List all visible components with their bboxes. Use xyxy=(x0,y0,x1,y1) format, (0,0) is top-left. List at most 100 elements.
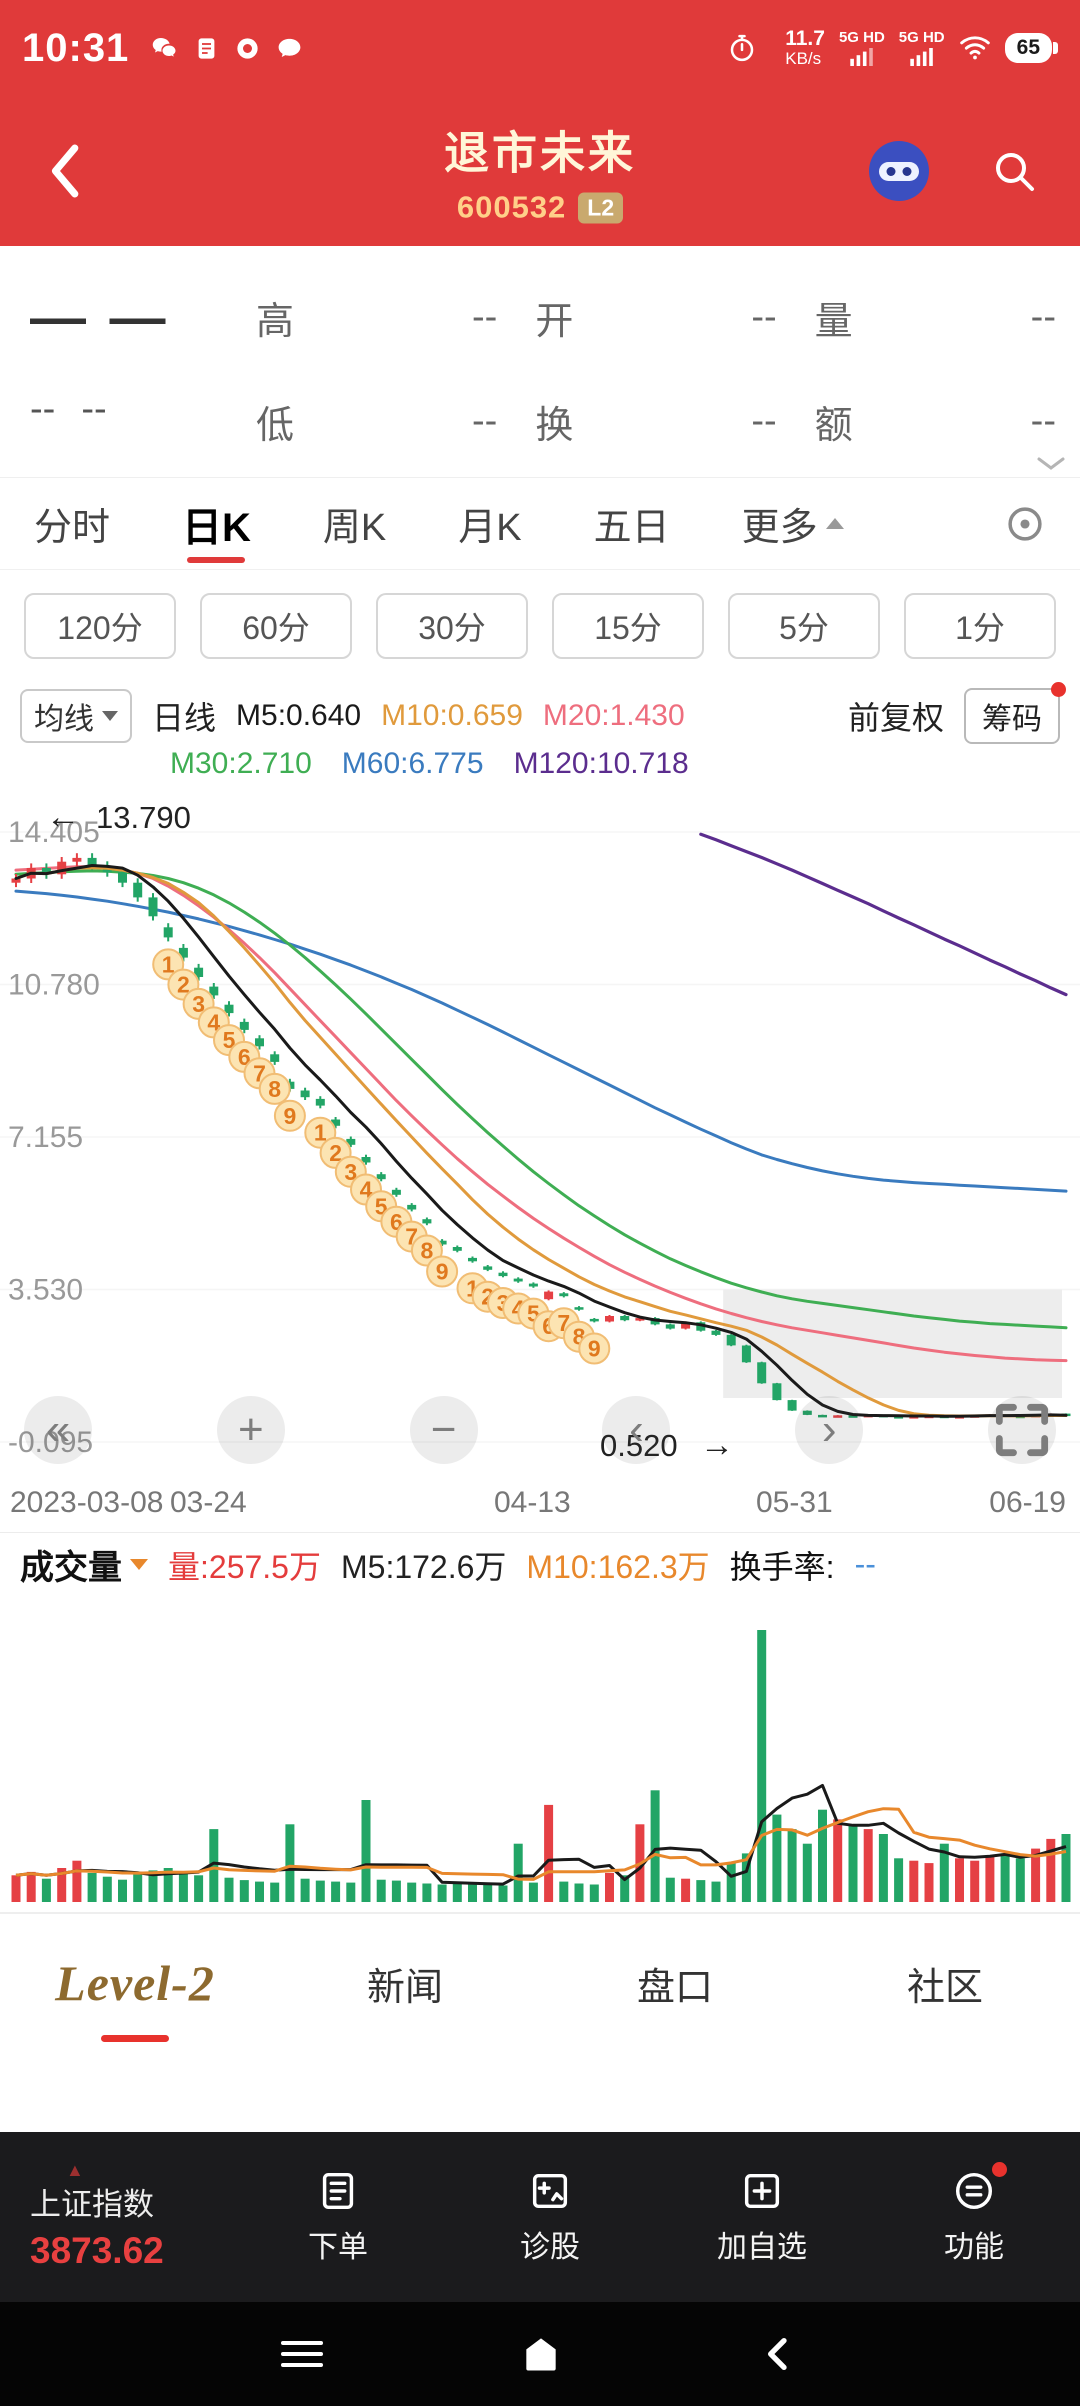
collapse-panel-icon[interactable] xyxy=(1036,457,1066,471)
back-icon[interactable] xyxy=(44,141,88,201)
svg-text:3: 3 xyxy=(344,1159,357,1185)
wifi-icon xyxy=(959,34,991,61)
svg-text:9: 9 xyxy=(436,1259,449,1285)
volume-indicator-selector[interactable]: 成交量 xyxy=(20,1540,148,1589)
chevron-up-icon xyxy=(825,518,844,529)
tab-15min[interactable]: 15分 xyxy=(552,593,704,659)
add-watchlist-button[interactable]: 加自选 xyxy=(656,2168,868,2266)
tab-1min[interactable]: 1分 xyxy=(904,593,1056,659)
tab-5min[interactable]: 5分 xyxy=(728,593,880,659)
svg-text:8: 8 xyxy=(421,1238,434,1264)
svg-text:9: 9 xyxy=(588,1336,601,1362)
wechat-icon xyxy=(149,33,179,63)
ma10-value: M10:0.659 xyxy=(381,699,523,732)
svg-text:10.780: 10.780 xyxy=(8,969,100,1002)
status-bar: 10:31 11.7 KB/s 5G HD 5G HD xyxy=(0,0,1080,96)
chip-distribution-button[interactable]: 筹码 xyxy=(964,682,1066,744)
index-quote-button[interactable]: ▲ 上证指数 3873.62 xyxy=(0,2159,232,2272)
pan-left-button[interactable]: ‹ xyxy=(602,1396,671,1464)
turnover-value: -- xyxy=(854,1546,876,1582)
chart-controls: « + − ‹ › xyxy=(0,1396,1080,1464)
ma30-value: M30:2.710 xyxy=(170,747,312,780)
tab-realtime[interactable]: 分时 xyxy=(34,507,111,549)
ma20-value: M20:1.430 xyxy=(542,699,685,732)
quote-field-turnover: 换 -- xyxy=(535,399,777,447)
functions-menu-icon xyxy=(951,2162,1007,2214)
tab-more[interactable]: 更多 xyxy=(742,478,844,569)
tab-30min[interactable]: 30分 xyxy=(376,593,528,659)
kline-canvas[interactable]: 12345678912345678912345678914.40510.7807… xyxy=(0,790,1080,1480)
volume-header: 成交量 量:257.5万 M5:172.6万 M10:162.3万 换手率: -… xyxy=(0,1532,1080,1596)
sim1-signal: 5G HD xyxy=(839,30,885,66)
svg-text:1: 1 xyxy=(162,951,175,977)
minute-period-bar: 120分 60分 30分 15分 5分 1分 xyxy=(0,570,1080,682)
content-tab-bar: Level-2 新闻 盘口 社区 xyxy=(0,1912,1080,2052)
quote-field-volume: 量 -- xyxy=(814,295,1056,343)
tab-120min[interactable]: 120分 xyxy=(24,593,176,659)
nav-bar: 退市未来 600532 L2 xyxy=(0,96,1080,246)
tab-community[interactable]: 社区 xyxy=(906,1966,983,2009)
tab-order-book[interactable]: 盘口 xyxy=(636,1966,713,2009)
chart-settings-icon[interactable] xyxy=(1004,503,1046,545)
stock-header: 退市未来 600532 L2 xyxy=(444,117,636,226)
notes-icon xyxy=(193,35,220,62)
tab-weekly-k[interactable]: 周K xyxy=(322,507,387,549)
diagnose-stock-button[interactable]: 诊股 xyxy=(444,2168,656,2266)
menu-icon[interactable] xyxy=(281,2338,323,2370)
back-nav-icon[interactable] xyxy=(759,2334,799,2374)
kline-chart[interactable]: 12345678912345678912345678914.40510.7807… xyxy=(0,790,1080,1480)
pan-right-button[interactable]: › xyxy=(795,1396,864,1464)
tab-news[interactable]: 新闻 xyxy=(366,1966,443,2009)
tab-level2[interactable]: Level-2 xyxy=(0,1914,270,2052)
volume-chart[interactable] xyxy=(0,1596,1080,1912)
battery-indicator: 65 xyxy=(1004,32,1052,63)
zoom-in-button[interactable]: + xyxy=(216,1396,285,1464)
rewind-button[interactable]: « xyxy=(24,1396,92,1464)
quote-panel: — — -- -- 高 -- 开 -- 量 -- 低 -- 换 -- 额 -- xyxy=(0,246,1080,478)
ma120-value: M120:10.718 xyxy=(513,747,689,780)
tab-60min[interactable]: 60分 xyxy=(200,593,352,659)
period-tab-bar: 分时 日K 周K 月K 五日 更多 xyxy=(0,478,1080,570)
active-tab-underline xyxy=(187,557,246,563)
ma-legend: 均线 日线 M5:0.640 M10:0.659 M20:1.430 前复权 筹… xyxy=(0,682,1080,790)
place-order-button[interactable]: 下单 xyxy=(232,2168,444,2266)
index-name: 上证指数 xyxy=(30,2186,154,2222)
fullscreen-icon[interactable] xyxy=(987,1396,1056,1464)
quote-field-open: 开 -- xyxy=(535,295,777,343)
functions-button[interactable]: 功能 xyxy=(868,2162,1080,2266)
ma60-value: M60:6.775 xyxy=(341,747,484,780)
home-icon[interactable] xyxy=(519,2332,563,2376)
ma-selector-button[interactable]: 均线 xyxy=(20,689,132,743)
svg-text:4: 4 xyxy=(207,1009,220,1035)
turnover-label: 换手率: xyxy=(729,1548,835,1585)
x-label-4: 06-19 xyxy=(989,1486,1066,1519)
zoom-out-button[interactable]: − xyxy=(409,1396,478,1464)
add-plus-icon xyxy=(739,2168,785,2214)
notification-dot xyxy=(1051,682,1066,697)
assistant-robot-icon[interactable] xyxy=(866,138,932,204)
chevron-down-icon xyxy=(130,1559,148,1570)
spacer xyxy=(0,2052,1080,2132)
adjust-mode-button[interactable]: 前复权 xyxy=(847,700,944,736)
quote-field-amount: 额 -- xyxy=(814,399,1056,447)
x-label-3: 05-31 xyxy=(756,1486,833,1519)
svg-text:14.405: 14.405 xyxy=(8,816,100,849)
svg-text:2: 2 xyxy=(177,972,190,998)
change-placeholder: -- xyxy=(30,388,56,430)
message-bubble-icon xyxy=(275,34,304,63)
active-tab-underline xyxy=(101,2035,169,2042)
sim2-signal: 5G HD xyxy=(899,30,945,66)
tab-five-day[interactable]: 五日 xyxy=(593,507,670,549)
caret-up-icon: ▲ xyxy=(66,2159,84,2180)
volume-ma10: M10:162.3万 xyxy=(526,1548,710,1585)
ma5-value: M5:0.640 xyxy=(236,699,362,732)
search-icon[interactable] xyxy=(988,145,1040,197)
tab-monthly-k[interactable]: 月K xyxy=(458,507,522,549)
volume-canvas[interactable] xyxy=(0,1596,1080,1912)
volume-value: 量:257.5万 xyxy=(168,1548,321,1585)
notification-dot xyxy=(992,2162,1007,2177)
order-form-icon xyxy=(315,2168,361,2214)
tab-daily-k[interactable]: 日K xyxy=(182,478,251,569)
series-type-label: 日线 xyxy=(152,700,217,736)
